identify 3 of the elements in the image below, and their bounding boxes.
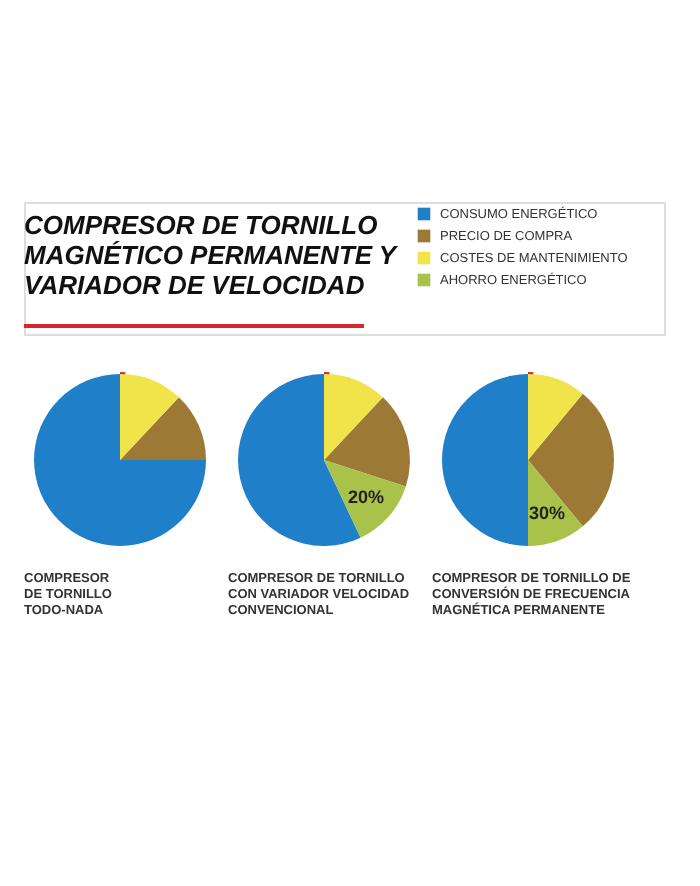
text: COMPRESOR DE TORNILLO MAGNÉTICO PERMANENTE Y VARIADOR DE VELOCIDAD: [24, 210, 399, 300]
text: 30%: [528, 502, 565, 523]
text: 20%: [347, 487, 385, 508]
